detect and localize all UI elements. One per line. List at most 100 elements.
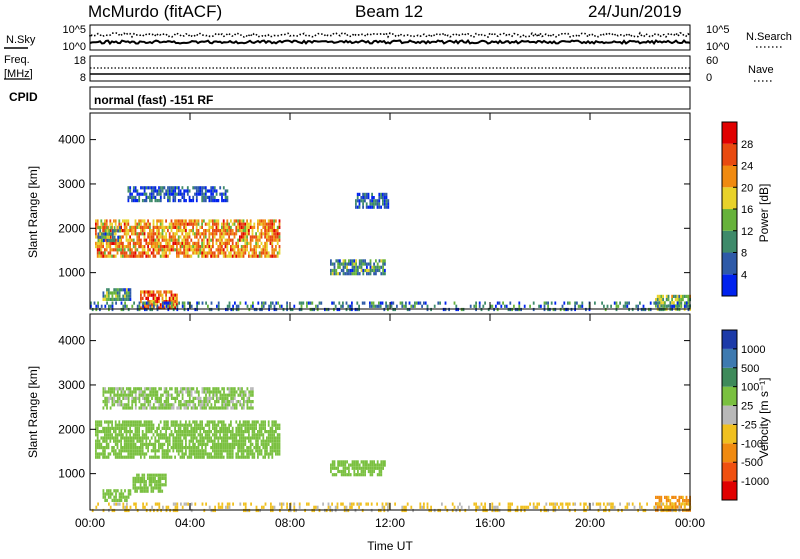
data-cell [102,222,104,226]
data-cell [113,430,115,434]
data-cell [228,423,230,427]
data-cell [246,426,248,430]
data-cell [154,390,157,394]
data-cell [414,301,416,305]
data-cell [152,486,155,490]
data-cell [222,426,225,430]
data-cell [223,396,225,400]
data-cell [179,390,182,394]
data-cell [378,304,380,308]
data-cell [132,229,135,233]
data-cell [203,186,205,190]
data-cell [264,442,266,446]
data-cell [208,390,211,394]
data-cell [158,455,160,459]
data-cell [208,396,211,400]
data-cell [156,232,158,236]
data-cell [152,219,155,223]
data-cell [149,300,151,304]
data-cell [134,232,137,236]
data-cell [235,225,238,229]
data-cell [433,304,436,308]
data-cell [383,202,386,206]
data-cell [149,439,151,443]
data-cell [176,248,178,252]
data-cell [111,446,113,450]
data-cell [145,238,148,242]
data-cell [378,265,381,269]
data-cell [174,400,177,404]
data-cell [150,229,153,233]
data-cell [355,265,357,269]
data-cell [246,387,249,391]
data-cell [362,272,365,276]
data-cell [131,248,133,252]
data-cell [122,403,125,407]
data-cell [114,254,117,258]
data-cell [145,290,148,294]
data-cell [204,222,207,226]
data-cell [224,423,227,427]
data-cell [152,222,155,226]
data-cell [132,449,135,453]
data-cell [132,254,135,258]
data-cell [210,420,212,424]
data-cell [149,199,151,203]
data-cell [183,446,185,450]
data-cell [239,430,241,434]
data-cell [194,442,196,446]
data-cell [212,406,215,410]
data-cell [262,436,265,440]
data-cell [242,245,245,249]
data-cell [249,254,252,258]
data-cell [376,268,379,273]
data-cell [230,436,232,440]
data-cell [255,251,257,255]
data-cell [140,446,142,450]
data-cell [273,251,275,255]
data-cell [195,251,198,255]
data-cell [127,288,130,292]
data-cell [230,393,233,397]
data-cell [120,433,122,437]
data-cell [127,241,130,245]
colorbar-tick-label: 16 [741,204,753,216]
data-cell [208,229,211,233]
data-region [102,387,254,410]
data-cell [109,241,112,245]
data-cell [141,442,144,446]
data-cell [125,406,128,410]
data-cell [113,254,115,258]
data-cell [169,406,171,410]
data-cell [357,469,359,474]
data-cell [96,219,99,223]
data-cell [149,248,151,252]
data-cell [100,245,103,249]
data-cell [170,446,173,450]
data-cell [210,195,213,199]
data-cell [158,300,160,304]
data-cell [678,505,681,509]
power-colorbar-label: Power [dB] [757,184,771,243]
data-cell [658,298,661,302]
data-cell [237,304,240,308]
data-cell [118,449,121,453]
data-cell [237,423,239,427]
data-cell [276,439,279,443]
data-cell [114,229,117,233]
data-cell [219,390,222,394]
data-cell [217,449,220,453]
data-cell [123,229,126,233]
data-cell [170,238,173,242]
data-cell [289,502,292,506]
data-cell [125,297,128,301]
data-cell [199,439,202,443]
data-cell [141,192,144,196]
data-cell [129,449,131,453]
data-cell [159,241,162,245]
data-cell [678,298,681,302]
data-cell [134,483,137,487]
data-cell [213,195,216,199]
data-cell [271,248,274,252]
data-region [102,288,132,301]
